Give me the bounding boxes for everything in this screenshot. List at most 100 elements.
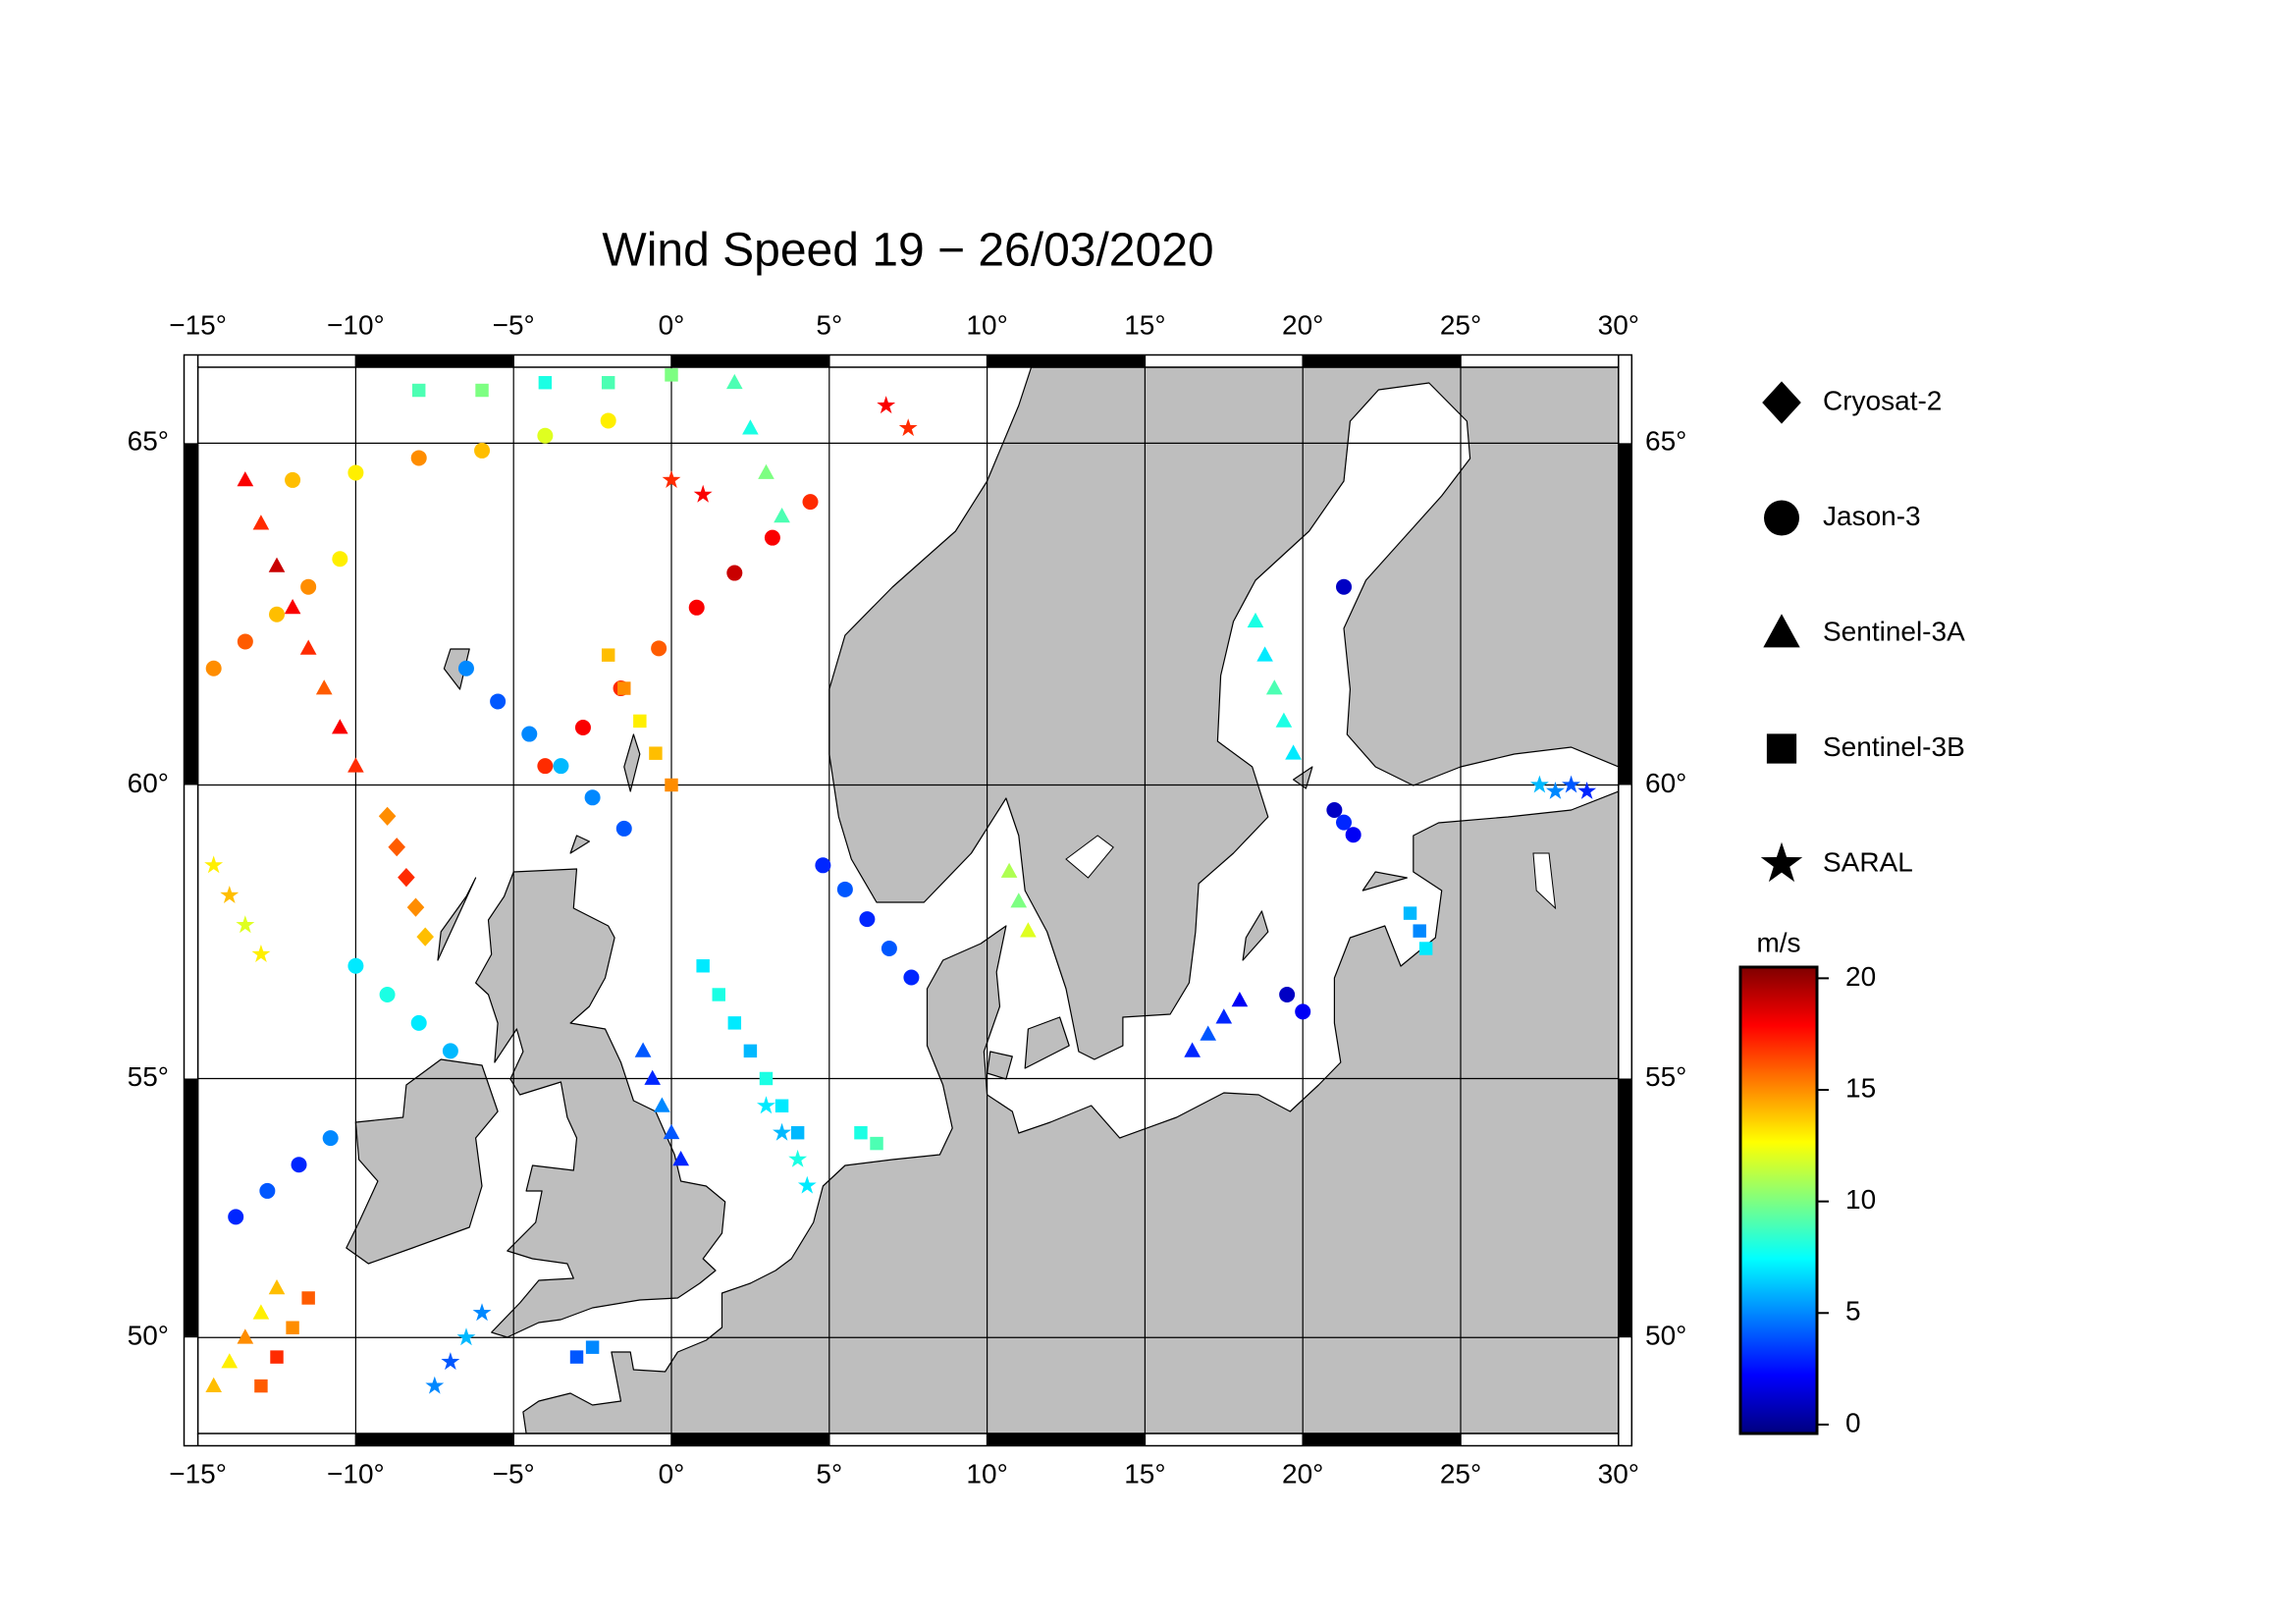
great-britain bbox=[475, 868, 726, 1338]
border-segment bbox=[1618, 1078, 1632, 1338]
saaremaa bbox=[1362, 871, 1408, 892]
marker-star bbox=[251, 945, 271, 962]
marker-triangle bbox=[252, 1304, 270, 1320]
marker-circle bbox=[615, 820, 632, 837]
colorbar-tick-label: 0 bbox=[1845, 1407, 1861, 1437]
marker-square bbox=[601, 375, 615, 390]
marker-diamond bbox=[388, 838, 405, 857]
legend-label: Sentinel-3A bbox=[1823, 616, 1965, 646]
marker-square bbox=[870, 1136, 883, 1151]
border-segment bbox=[987, 354, 1146, 367]
y-tick-label-right: 50° bbox=[1645, 1321, 1686, 1351]
marker-square bbox=[1403, 906, 1417, 920]
marker-circle bbox=[237, 633, 253, 650]
border-segment bbox=[671, 1434, 829, 1446]
marker-square bbox=[1413, 924, 1426, 938]
marker-star bbox=[204, 855, 224, 874]
marker-star bbox=[662, 470, 681, 488]
marker-diamond bbox=[398, 868, 415, 888]
marker-circle bbox=[584, 789, 601, 806]
marker-circle bbox=[903, 969, 920, 986]
x-tick-label-top: 0° bbox=[659, 309, 685, 340]
marker-triangle bbox=[1020, 922, 1037, 938]
colorbar-tick-label: 10 bbox=[1845, 1184, 1876, 1215]
x-tick-label-bottom: −10° bbox=[327, 1458, 385, 1488]
marker-square bbox=[665, 778, 678, 792]
marker-triangle bbox=[347, 757, 364, 773]
marker-square bbox=[790, 1125, 805, 1140]
scandinavia bbox=[828, 367, 1619, 1060]
border-segment bbox=[671, 354, 829, 367]
marker-square bbox=[538, 375, 553, 390]
marker-square bbox=[601, 648, 615, 662]
marker-square bbox=[301, 1291, 315, 1305]
marker-square bbox=[617, 681, 631, 695]
marker-circle bbox=[836, 881, 853, 897]
marker-square bbox=[854, 1125, 868, 1140]
marker-circle bbox=[474, 442, 491, 459]
legend-label: Cryosat-2 bbox=[1823, 385, 1942, 415]
marker-square bbox=[712, 988, 725, 1001]
x-tick-label-top: 20° bbox=[1282, 309, 1323, 340]
marker-circle bbox=[259, 1182, 276, 1199]
x-tick-label-top: 30° bbox=[1598, 309, 1639, 340]
continent bbox=[522, 790, 1619, 1434]
marker-triangle bbox=[1200, 1025, 1216, 1041]
marker-circle bbox=[291, 1157, 307, 1173]
marker-circle bbox=[347, 957, 364, 974]
x-tick-label-top: −15° bbox=[169, 309, 227, 340]
shetland bbox=[623, 733, 641, 792]
marker-star bbox=[236, 915, 255, 934]
marker-triangle bbox=[634, 1042, 652, 1057]
marker-star bbox=[898, 418, 918, 437]
x-tick-label-bottom: 10° bbox=[966, 1458, 1007, 1488]
marker-star bbox=[1562, 775, 1580, 793]
marker-triangle bbox=[299, 639, 317, 655]
marker-star bbox=[773, 1122, 791, 1141]
x-tick-label-bottom: −15° bbox=[169, 1458, 227, 1488]
marker-star bbox=[220, 886, 240, 903]
x-tick-label-bottom: 15° bbox=[1124, 1458, 1165, 1488]
marker-square bbox=[727, 1016, 742, 1030]
border-segment bbox=[1618, 443, 1632, 785]
lake-vanern bbox=[1065, 835, 1114, 879]
marker-triangle bbox=[654, 1097, 670, 1112]
legend: Cryosat-2 Jason-3 Sentinel-3A Sentinel-3B SA… bbox=[1760, 381, 1965, 883]
x-tick-label-top: 15° bbox=[1124, 309, 1165, 340]
marker-square bbox=[475, 383, 489, 398]
marker-triangle bbox=[1010, 893, 1028, 908]
marker-circle bbox=[1295, 1003, 1311, 1020]
marker-star bbox=[1577, 782, 1597, 799]
marker-triangle bbox=[644, 1069, 661, 1085]
marker-triangle bbox=[268, 557, 286, 572]
marker-triangle bbox=[726, 373, 743, 390]
marker-circle bbox=[764, 529, 780, 546]
marker-triangle bbox=[1247, 612, 1264, 628]
marker-circle bbox=[553, 758, 569, 775]
faroes bbox=[443, 648, 470, 690]
marker-circle bbox=[1279, 986, 1296, 1002]
marker-triangle bbox=[332, 719, 348, 734]
marker-circle bbox=[410, 1014, 427, 1031]
marker-circle bbox=[651, 640, 667, 657]
marker-circle bbox=[600, 412, 616, 429]
legend-marker bbox=[1764, 500, 1799, 536]
hebrides bbox=[437, 877, 477, 961]
x-tick-label-bottom: −5° bbox=[493, 1458, 535, 1488]
x-tick-label-bottom: 25° bbox=[1440, 1458, 1481, 1488]
border-segment bbox=[1303, 354, 1461, 367]
legend-label: SARAL bbox=[1823, 846, 1913, 877]
marker-circle bbox=[1326, 802, 1343, 819]
marker-triangle bbox=[663, 1123, 680, 1140]
marker-circle bbox=[881, 941, 897, 957]
tracks bbox=[204, 368, 1597, 1394]
colorbar-tick-label: 5 bbox=[1845, 1296, 1861, 1326]
marker-circle bbox=[859, 911, 876, 928]
legend-marker bbox=[1763, 614, 1800, 648]
marker-circle bbox=[490, 693, 507, 710]
marker-circle bbox=[347, 464, 364, 481]
border-segment bbox=[355, 1434, 514, 1446]
marker-circle bbox=[815, 857, 831, 874]
